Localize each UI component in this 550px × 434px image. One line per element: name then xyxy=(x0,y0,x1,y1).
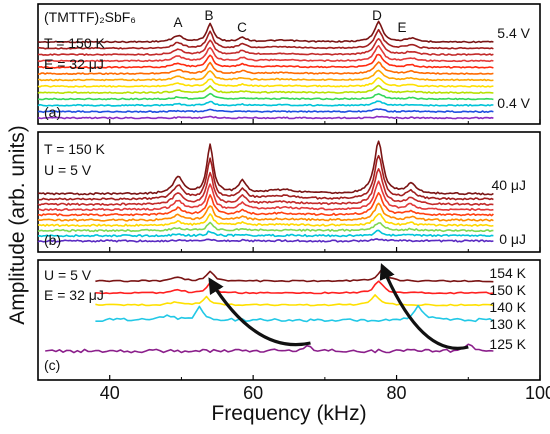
panel-c-arrow-1 xyxy=(208,277,311,347)
panel-a-frame xyxy=(37,3,541,125)
x-tick-label-80: 80 xyxy=(387,383,407,403)
panel-b-frame xyxy=(37,131,541,253)
x-tick-label-40: 40 xyxy=(100,383,120,403)
peak-label-A: A xyxy=(173,15,182,30)
panel-c-voltage-label: U = 5 V xyxy=(44,267,92,283)
panel-c-energy-label: E = 32 μJ xyxy=(44,287,104,303)
panel-c-traces xyxy=(45,268,494,354)
panel-a-trace-13 xyxy=(37,115,494,120)
panel-b-trace-3 xyxy=(37,168,494,206)
panel-a-letter: (a) xyxy=(44,104,61,120)
panel-a-trace-2 xyxy=(37,28,494,50)
peak-label-E: E xyxy=(397,20,406,35)
panel-a-bottom-series-label: 0.4 V xyxy=(497,95,530,111)
panel-a-trace-7 xyxy=(38,69,494,82)
panel-c-series-label-125K: 125 K xyxy=(489,336,526,352)
x-axis-title: Frequency (kHz) xyxy=(211,402,366,425)
panel-b-trace-10 xyxy=(37,238,494,243)
panel-a-trace-9 xyxy=(37,84,494,94)
panel-b: T = 150 K U = 5 V (b) 40 μJ 0 μJ xyxy=(37,131,541,253)
panel-a-trace-11 xyxy=(37,100,494,107)
x-tick-label-60: 60 xyxy=(243,383,263,403)
panel-c-letter: (c) xyxy=(44,357,60,373)
panel-b-temperature-label: T = 150 K xyxy=(44,141,106,157)
panel-a-trace-10 xyxy=(38,92,494,101)
panel-b-traces xyxy=(37,140,494,243)
panel-a-trace-3 xyxy=(37,37,494,56)
panel-c-series-label-130K: 130 K xyxy=(489,316,526,332)
panel-c-trace-130K xyxy=(95,304,494,323)
panel-b-bottom-series-label: 0 μJ xyxy=(499,231,526,247)
panel-c-series-label-140K: 140 K xyxy=(489,299,526,315)
panel-a-traces xyxy=(37,20,494,120)
panel-a-trace-1 xyxy=(37,20,494,44)
panel-a-trace-4 xyxy=(37,44,494,63)
panel-b-trace-1 xyxy=(37,140,494,196)
y-axis-title: Amplitude (arb. units) xyxy=(6,125,29,325)
panel-b-trace-7 xyxy=(37,213,494,227)
panel-b-trace-6 xyxy=(37,202,494,222)
panel-c-trace-154K xyxy=(95,268,494,283)
panel-b-trace-8 xyxy=(37,221,494,233)
peak-label-D: D xyxy=(372,8,382,23)
panel-b-trace-5 xyxy=(37,192,494,217)
panel-c-arrows xyxy=(208,263,469,350)
panel-c-trace-125K xyxy=(45,343,494,354)
x-tick-label-100: 100 xyxy=(525,383,550,403)
panel-b-trace-9 xyxy=(37,229,494,238)
panel-b-trace-4 xyxy=(37,180,494,212)
panel-a: (TMTTF)₂SbF₆ T = 150 K E = 32 μJ (a) 5.4… xyxy=(37,3,541,125)
panel-c-trace-140K xyxy=(95,294,494,307)
panel-c-frame xyxy=(37,259,541,381)
peak-label-C: C xyxy=(237,20,247,35)
panel-b-letter: (b) xyxy=(44,232,61,248)
x-axis-ticks: 40 60 80 100 xyxy=(37,119,550,403)
panel-a-compound-label: (TMTTF)₂SbF₆ xyxy=(44,9,136,25)
panel-a-trace-8 xyxy=(37,77,494,88)
panel-c-trace-150K xyxy=(95,280,494,295)
panel-a-trace-12 xyxy=(37,108,494,114)
panel-c-series-label-150K: 150 K xyxy=(489,282,526,298)
panel-a-energy-label: E = 32 μJ xyxy=(44,56,104,72)
panel-a-trace-5 xyxy=(37,53,494,69)
panel-b-voltage-label: U = 5 V xyxy=(44,162,92,178)
panel-a-top-series-label: 5.4 V xyxy=(497,25,530,41)
panel-b-top-series-label: 40 μJ xyxy=(491,177,526,193)
panel-a-trace-6 xyxy=(37,61,494,75)
panel-c-arrow-2 xyxy=(379,263,469,350)
panel-b-trace-2 xyxy=(37,154,494,201)
panel-c-series-label-154K: 154 K xyxy=(489,265,526,281)
peak-label-B: B xyxy=(204,8,213,23)
panel-a-temperature-label: T = 150 K xyxy=(44,35,106,51)
panel-c: U = 5 V E = 32 μJ (c) 154 K 150 K 140 K … xyxy=(37,259,541,381)
